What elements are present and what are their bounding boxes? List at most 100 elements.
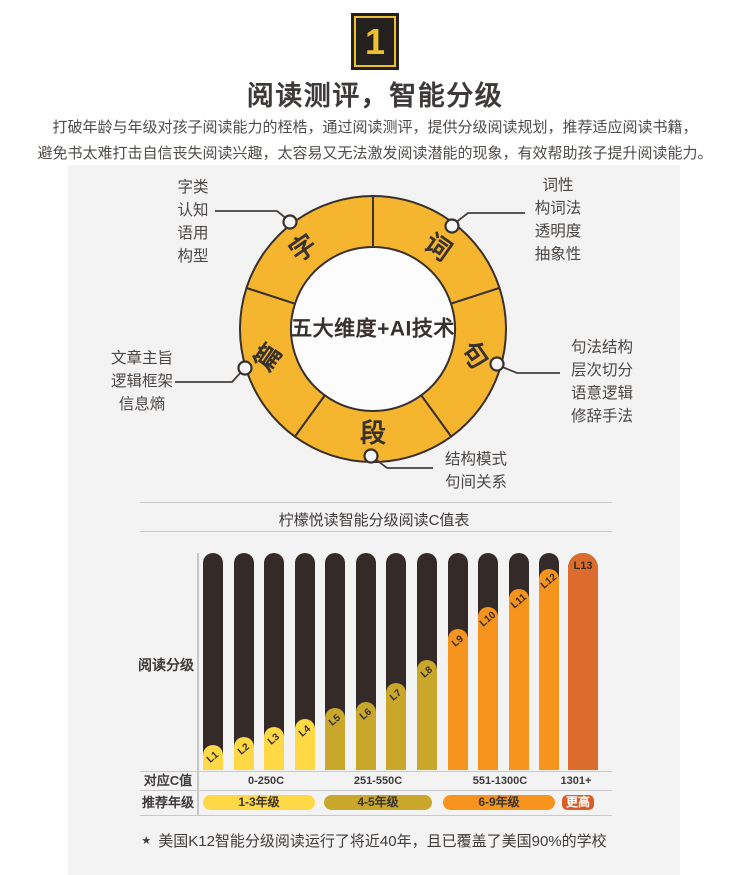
chart-bar-fill-L7: L7 [386,683,406,770]
grade-row-label: 推荐年级 [141,795,194,810]
cvalue-group-2: 251-550C [353,775,403,787]
chart-bar-fill-L4: L4 [295,719,315,770]
chart-bar-L3: L3 [264,553,284,770]
chart-bar-level-label: L4 [296,723,313,740]
page-title: 阅读测评，智能分级 [246,81,504,111]
chart-bar-level-label: L13 [573,560,593,572]
connector-ju [499,365,560,374]
badge-inner-border [354,16,396,67]
connector-ci [454,212,525,224]
chart-bar-fill-L10: L10 [478,607,498,770]
cvalue-row-label: 对应C值 [143,773,193,788]
intro-line-2: 避免书太难打击自信丧失阅读兴趣，太容易又无法激发阅读潜能的现象，有效帮助孩子提升… [37,145,713,162]
chart-bar-L5: L5 [325,553,345,770]
chart-bar-fill-L1: L1 [203,745,223,770]
chart-bar-L12: L12 [539,553,559,770]
callout-zi: 字类 认知 语用 构型 [145,176,241,268]
chart-bar-L4: L4 [295,553,315,770]
chart-bar-level-label: L8 [418,664,435,681]
badge-number: 1 [364,20,386,62]
chart-bar-L13: L13 [568,553,598,770]
chart-title: 柠檬悦读智能分级阅读C值表 [278,512,470,529]
callout-duan: 结构模式 句间关系 [445,448,555,494]
grade-pill-higher: 更高 [562,795,594,810]
chart-bar-level-label: L3 [265,731,282,748]
intro-line-1: 打破年龄与年级对孩子阅读能力的桎梏，通过阅读测评，提供分级阅读规划，推荐适应阅读… [52,119,698,136]
footnote: ★ 美国K12智能分级阅读运行了将近40年，且已覆盖了美国90%的学校 [68,830,680,851]
callout-ci-line: 透明度 [534,223,582,240]
callout-ju-line: 层次切分 [570,362,633,379]
divider-line [140,815,612,816]
chart-bar-L11: L11 [509,553,529,770]
anchor-dot-ci [444,218,460,234]
chart-bar-level-label: L6 [357,706,374,723]
cvalue-group-3: 551-1300C [472,775,528,787]
grade-pill-4-5: 4-5年级 [324,795,432,810]
chart-bar-fill-L12: L12 [539,569,559,770]
chart-y-axis-line [197,553,199,815]
donut-center-label: 五大维度+AI技术 [291,317,455,341]
chart-bar-L1: L1 [203,553,223,770]
chart-bar-level-label: L2 [235,741,252,758]
chart-bar-level-label: L12 [538,571,560,592]
anchor-dot-duan [363,448,379,464]
footnote-text: 美国K12智能分级阅读运行了将近40年，且已覆盖了美国90%的学校 [158,833,607,850]
callout-pian-line: 信息熵 [118,396,166,413]
callout-ci-line: 词性 [542,177,574,194]
star-icon: ★ [141,835,152,847]
callout-pian: 文章主旨 逻辑框架 信息熵 [94,347,190,416]
section-number-badge: 1 [351,13,399,70]
ring-label-duan: 段 [360,418,386,448]
callout-ju-line: 句法结构 [570,339,633,356]
callout-ci-line: 抽象性 [534,246,582,263]
chart-bar-level-label: L7 [387,687,404,704]
chart-bar-level-label: L9 [449,633,466,650]
chart-bar-L2: L2 [234,553,254,770]
callout-zi-line: 构型 [177,248,209,265]
cvalue-group-4: 1301+ [560,775,592,787]
callout-zi-line: 认知 [177,202,209,219]
anchor-dot-pian [237,360,253,376]
callout-pian-line: 逻辑框架 [110,373,173,390]
cvalue-group-1: 0-250C [247,775,285,787]
chart-bar-fill-L5: L5 [325,708,345,770]
callout-ci: 词性 构词法 透明度 抽象性 [508,174,608,266]
connector-duan [373,457,433,469]
chart-bar-fill-L9: L9 [448,629,468,770]
callout-zi-line: 字类 [177,179,209,196]
five-dimension-donut: 字 词 句 段 篇 五大维度+AI技术 [175,195,560,469]
chart-bar-L10: L10 [478,553,498,770]
divider-line [140,790,612,791]
callout-ju: 句法结构 层次切分 语意逻辑 修辞手法 [552,336,652,428]
bars-area: L1 L2 L3 L4 L5 L6 L7 L8 L9 L10 L11 L12 L13 [198,553,602,770]
chart-bar-fill-L8: L8 [417,660,437,770]
donut-segment-zi [245,195,374,305]
chart-bar-level-label: L10 [477,609,499,630]
chart-bar-fill-L3: L3 [264,727,284,770]
callout-ju-line: 修辞手法 [570,408,633,425]
callout-duan-line: 结构模式 [445,451,508,468]
chart-bar-level-label: L11 [509,591,529,612]
connector-pian [175,369,244,383]
chart-bar-fill-L11: L11 [509,589,529,770]
callout-zi-line: 语用 [177,225,209,242]
grade-pill-6-9: 6-9年级 [443,795,555,810]
chart-bar-L7: L7 [386,553,406,770]
intro-paragraph: 打破年龄与年级对孩子阅读能力的桎梏，通过阅读测评，提供分级阅读规划，推荐适应阅读… [0,115,750,167]
callout-pian-line: 文章主旨 [110,350,173,367]
chart-bar-fill-L13: L13 [568,553,598,770]
chart-bar-level-label: L1 [204,749,221,766]
divider-line [140,502,612,503]
chart-ylabel: 阅读分级 [138,657,194,673]
grade-pill-1-3: 1-3年级 [203,795,315,810]
chart-bar-L8: L8 [417,553,437,770]
connector-zi [215,210,288,220]
anchor-dot-ju [489,356,505,372]
donut-inner-circle [291,247,455,411]
divider-line [140,531,612,532]
chart-bar-fill-L6: L6 [356,702,376,770]
callout-ju-line: 语意逻辑 [570,385,633,402]
chart-bar-L6: L6 [356,553,376,770]
chart-bar-level-label: L5 [326,712,343,729]
